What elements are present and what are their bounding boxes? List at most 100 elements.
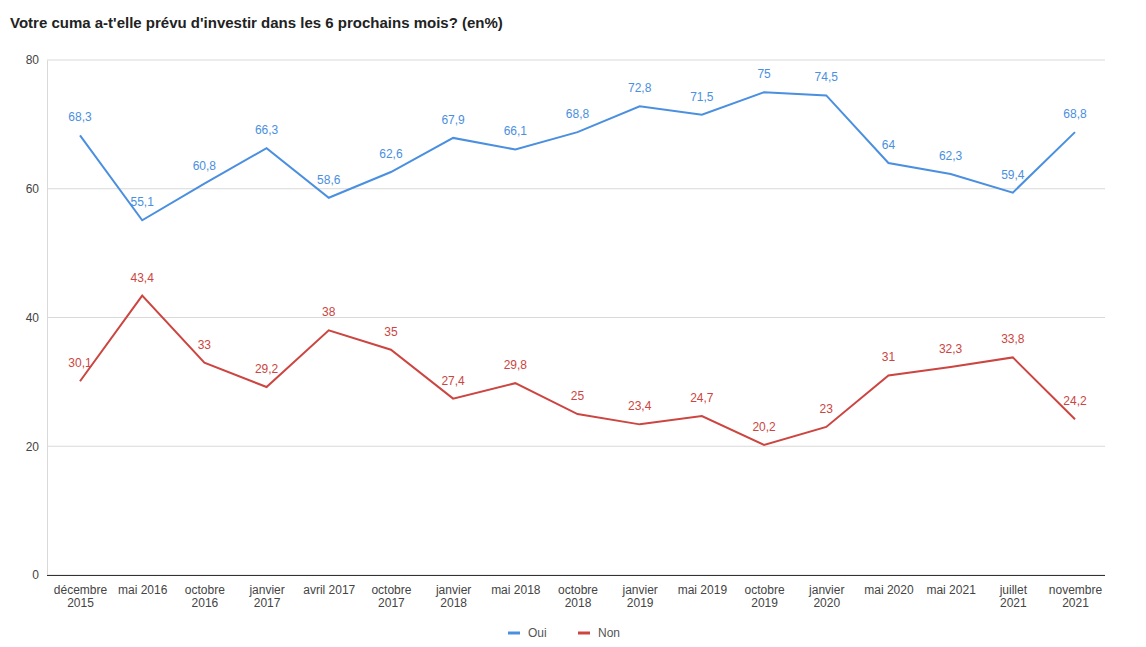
x-tick: octobre2019 bbox=[745, 575, 785, 610]
x-tick-label-line: octobre bbox=[558, 583, 598, 597]
data-label: 31 bbox=[882, 350, 896, 364]
data-label: 33,8 bbox=[1001, 332, 1025, 346]
grid-line bbox=[47, 60, 1105, 61]
x-tick-label: mai 2020 bbox=[864, 583, 914, 597]
x-tick: octobre2016 bbox=[185, 575, 225, 610]
y-tick-label: 20 bbox=[26, 440, 40, 454]
x-tick-label: mai 2019 bbox=[678, 583, 728, 597]
x-tick-label-line: 2018 bbox=[565, 596, 592, 610]
y-axis: 0 20 40 60 80 bbox=[26, 53, 48, 582]
x-tick-label: mai 2016 bbox=[118, 583, 168, 597]
x-tick-label-line: 2016 bbox=[192, 596, 219, 610]
x-tick-label: décembre2015 bbox=[54, 583, 108, 610]
x-axis-line bbox=[47, 575, 1105, 576]
x-tick-label: avril 2017 bbox=[303, 583, 355, 597]
y-tick-label: 80 bbox=[26, 53, 40, 67]
chart: Votre cuma a-t'elle prévu d'investir dan… bbox=[0, 0, 1146, 647]
x-tick: octobre2018 bbox=[558, 575, 598, 610]
data-label: 62,3 bbox=[939, 149, 963, 163]
data-label: 59,4 bbox=[1001, 168, 1025, 182]
data-label: 64 bbox=[882, 138, 896, 152]
x-tick-label: octobre2017 bbox=[371, 583, 411, 610]
legend-item: Non bbox=[578, 626, 620, 640]
data-label: 74,5 bbox=[815, 70, 839, 84]
legend-label: Oui bbox=[528, 626, 547, 640]
x-tick-label-line: 2017 bbox=[254, 596, 281, 610]
x-tick-label-line: 2015 bbox=[67, 596, 94, 610]
grid-line bbox=[47, 188, 1105, 189]
x-axis: décembre2015mai 2016octobre2016janvier20… bbox=[47, 575, 1105, 610]
legend-label: Non bbox=[598, 626, 620, 640]
legend-swatch bbox=[508, 632, 520, 635]
x-tick-label: octobre2016 bbox=[185, 583, 225, 610]
x-tick-label-line: janvier bbox=[435, 583, 471, 597]
data-label: 68,3 bbox=[68, 110, 92, 124]
x-tick-label-line: juillet bbox=[999, 583, 1028, 597]
line bbox=[80, 92, 1075, 220]
x-tick: mai 2020 bbox=[864, 575, 914, 597]
grid bbox=[47, 60, 1105, 575]
data-label: 32,3 bbox=[939, 342, 963, 356]
data-label: 24,7 bbox=[690, 391, 714, 405]
x-tick-label-line: 2018 bbox=[440, 596, 467, 610]
grid-line bbox=[47, 575, 1105, 576]
x-tick: janvier2020 bbox=[808, 575, 844, 610]
data-label: 68,8 bbox=[566, 107, 590, 121]
x-tick-label-line: 2017 bbox=[378, 596, 405, 610]
x-tick-label-line: 2020 bbox=[813, 596, 840, 610]
x-tick-label-line: 2021 bbox=[1062, 596, 1089, 610]
y-tick-label: 0 bbox=[32, 568, 39, 582]
x-tick-label-line: octobre bbox=[371, 583, 411, 597]
y-axis-line bbox=[47, 61, 48, 576]
data-label: 35 bbox=[384, 325, 398, 339]
data-label: 29,8 bbox=[504, 358, 528, 372]
data-label: 71,5 bbox=[690, 90, 714, 104]
y-tick-label: 60 bbox=[26, 182, 40, 196]
data-label: 66,1 bbox=[504, 124, 528, 138]
x-tick: mai 2016 bbox=[118, 575, 168, 597]
y-tick: 60 bbox=[26, 182, 47, 196]
data-label: 75 bbox=[757, 67, 771, 81]
x-tick: octobre2017 bbox=[371, 575, 411, 610]
data-label: 24,2 bbox=[1063, 394, 1087, 408]
data-label: 72,8 bbox=[628, 81, 652, 95]
y-tick: 40 bbox=[26, 311, 47, 325]
x-tick: novembre2021 bbox=[1049, 575, 1103, 610]
data-label: 60,8 bbox=[193, 159, 217, 173]
x-tick: avril 2017 bbox=[303, 575, 355, 597]
x-tick-label: octobre2019 bbox=[745, 583, 785, 610]
data-label: 23,4 bbox=[628, 399, 652, 413]
x-tick-label: novembre2021 bbox=[1049, 583, 1103, 610]
y-tick: 20 bbox=[26, 440, 47, 454]
data-label: 43,4 bbox=[131, 271, 155, 285]
x-tick: juillet2021 bbox=[999, 575, 1028, 610]
data-label: 20,2 bbox=[752, 420, 776, 434]
title: Votre cuma a-t'elle prévu d'investir dan… bbox=[10, 14, 503, 31]
data-label: 23 bbox=[820, 402, 834, 416]
x-tick-label-line: octobre bbox=[745, 583, 785, 597]
y-tick: 80 bbox=[26, 53, 47, 67]
x-tick-label-line: 2019 bbox=[751, 596, 778, 610]
data-label: 62,6 bbox=[379, 147, 403, 161]
x-tick: janvier2019 bbox=[622, 575, 658, 610]
data-labels: 68,355,160,866,358,662,667,966,168,872,8… bbox=[68, 67, 1087, 434]
x-tick-label: mai 2018 bbox=[491, 583, 541, 597]
x-tick-label: janvier2018 bbox=[435, 583, 471, 610]
legend-item: Oui bbox=[508, 626, 547, 640]
x-tick-label: mai 2021 bbox=[926, 583, 976, 597]
data-label: 27,4 bbox=[441, 374, 465, 388]
x-tick: mai 2018 bbox=[491, 575, 541, 597]
x-tick-label: octobre2018 bbox=[558, 583, 598, 610]
x-tick-label-line: janvier bbox=[808, 583, 844, 597]
x-tick-label-line: novembre bbox=[1049, 583, 1103, 597]
x-tick-label-line: janvier bbox=[248, 583, 284, 597]
data-label: 30,1 bbox=[68, 356, 92, 370]
x-tick-label: janvier2017 bbox=[248, 583, 284, 610]
x-tick: mai 2021 bbox=[926, 575, 976, 597]
x-tick: mai 2019 bbox=[678, 575, 728, 597]
legend-swatch bbox=[578, 632, 590, 635]
x-tick-label: juillet2021 bbox=[999, 583, 1028, 610]
x-tick-label-line: octobre bbox=[185, 583, 225, 597]
legend: Oui Non bbox=[508, 626, 620, 640]
data-label: 58,6 bbox=[317, 173, 341, 187]
